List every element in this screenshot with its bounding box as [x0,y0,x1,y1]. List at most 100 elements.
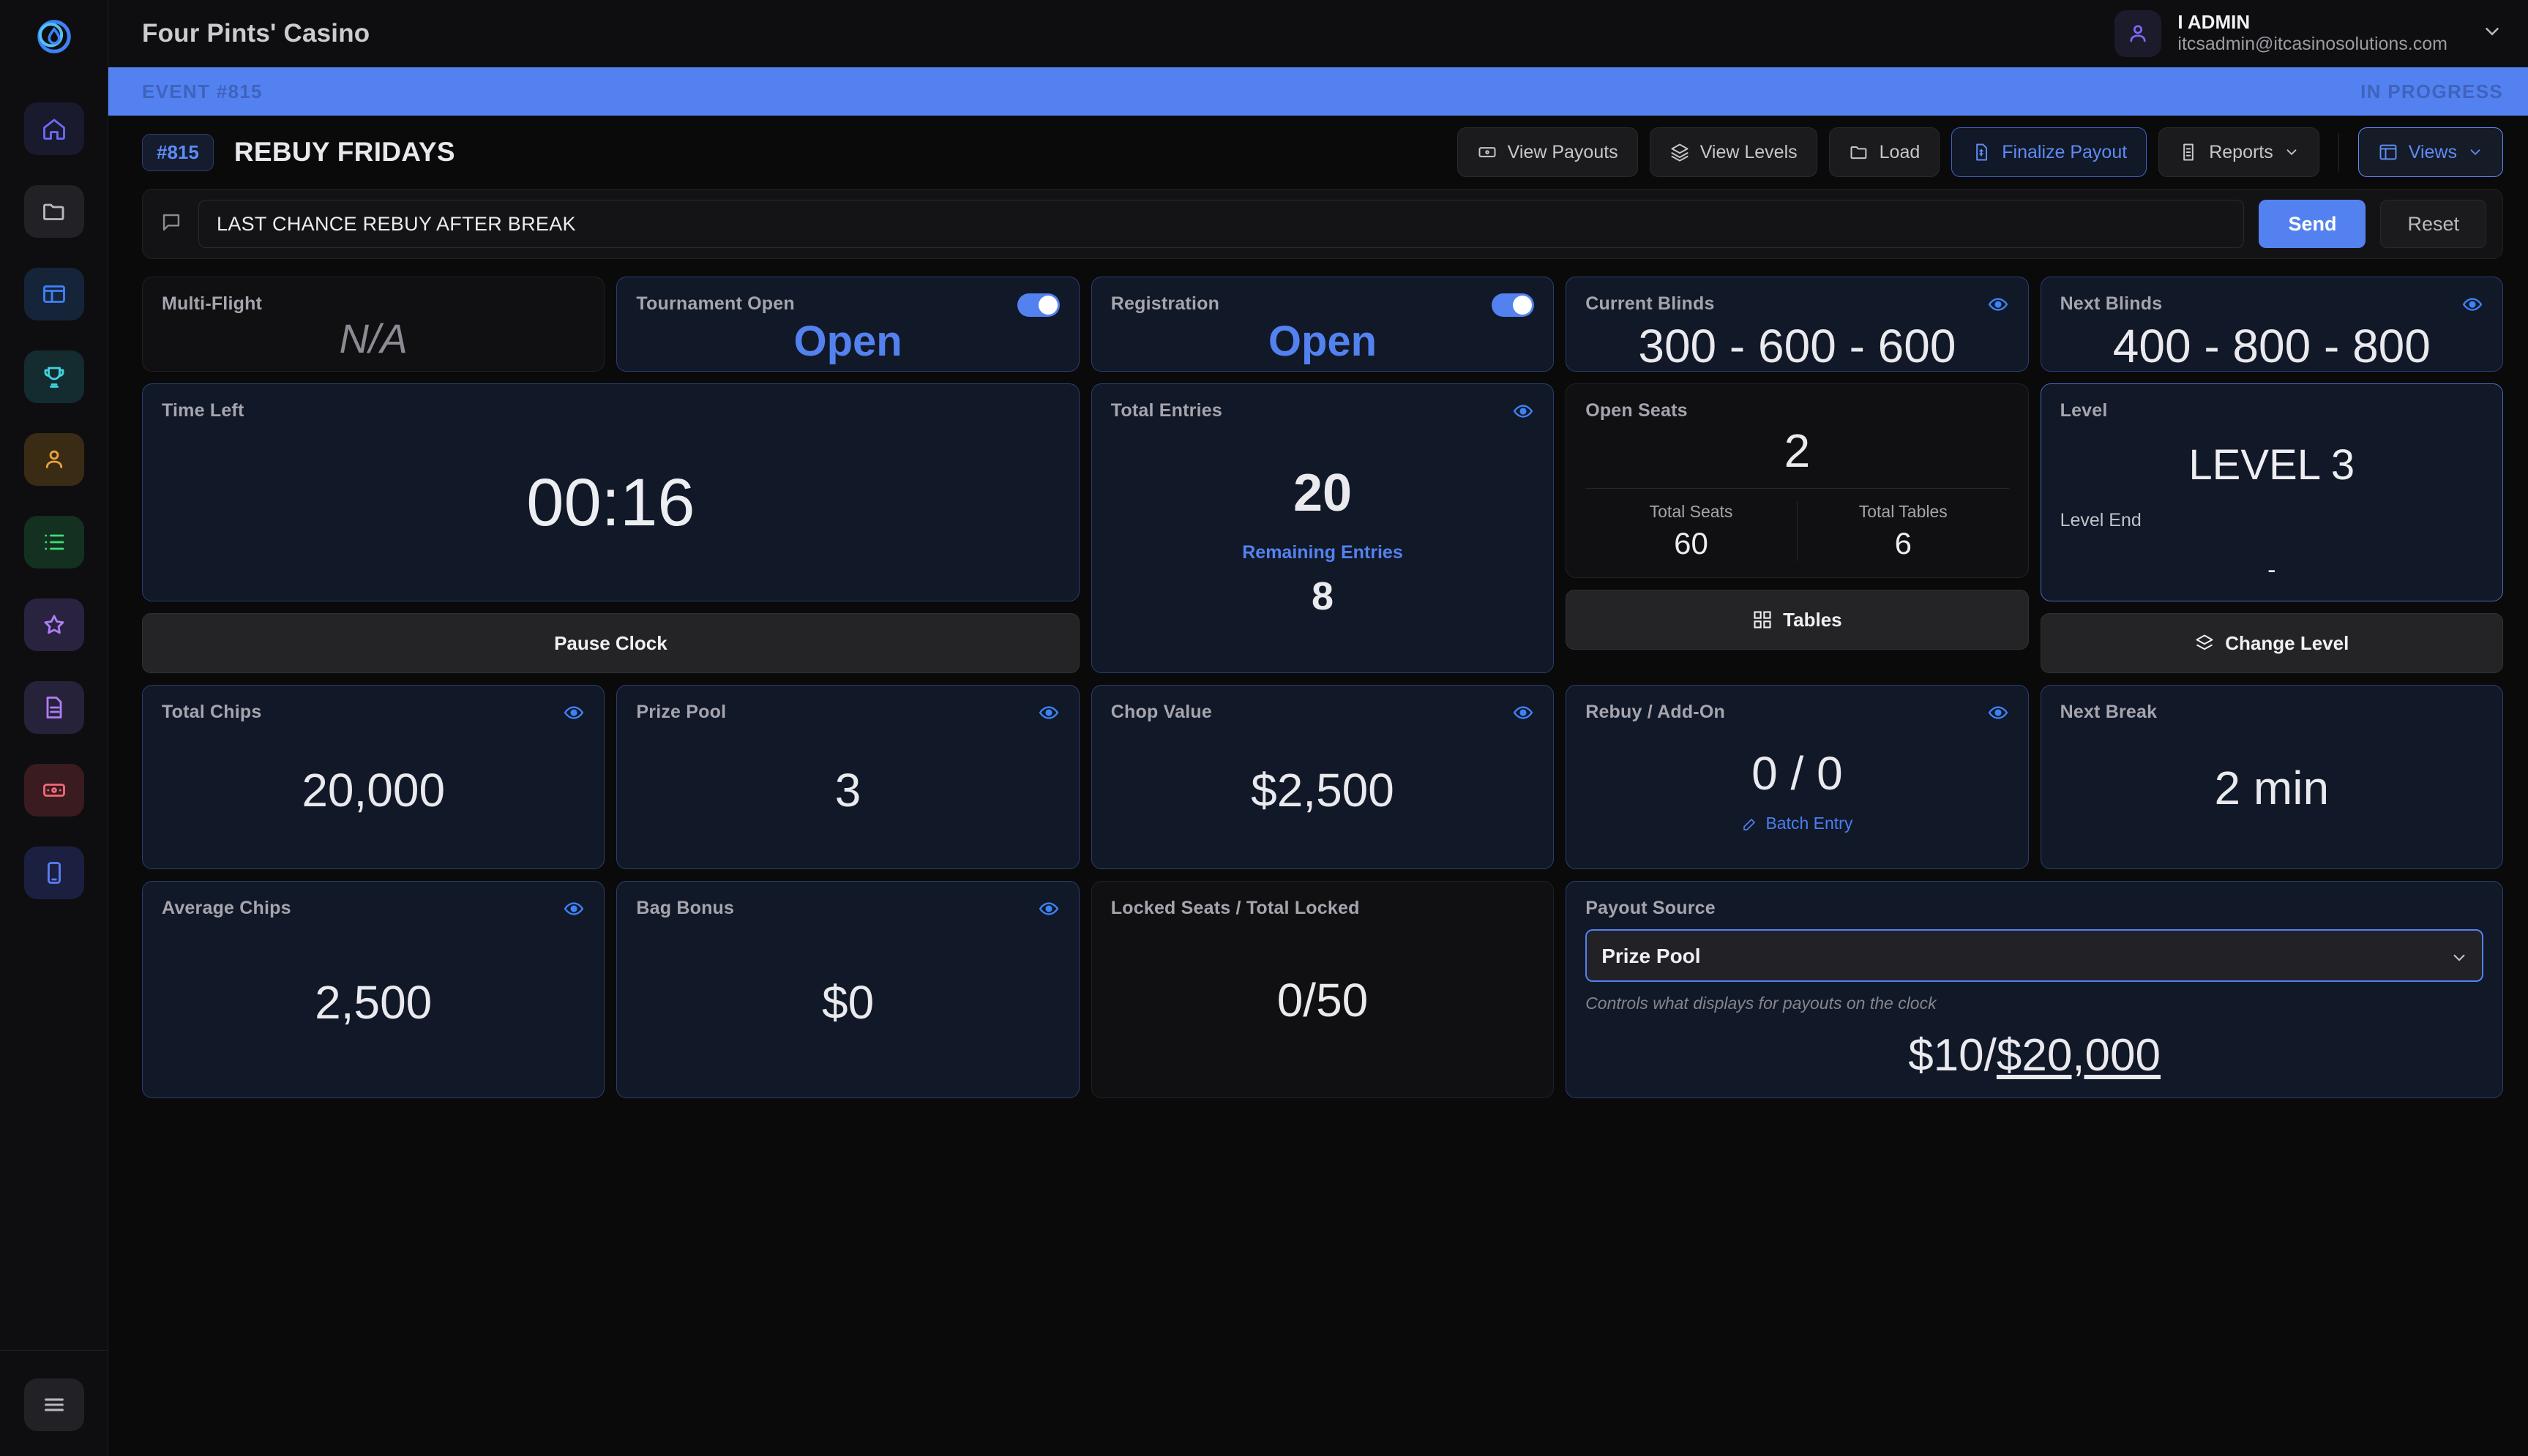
toolbar-buttons: View Payouts View Levels Load Finalize Payo… [1456,127,2503,177]
sidebar-item-home[interactable] [23,102,84,155]
level-value: LEVEL 3 [2188,441,2355,489]
current-blinds-value: 300 - 600 - 600 [1638,320,1956,372]
user-email: itcsadmin@itcasinosolutions.com [2177,34,2447,55]
card-label: Bag Bonus [636,898,735,918]
card-label: Total Entries [1110,400,1222,421]
eye-icon[interactable] [1038,702,1060,727]
chat-bubble-icon [159,210,184,239]
bag-bonus-value: $0 [822,976,875,1029]
eye-icon[interactable] [1512,702,1534,727]
total-seats-value: 60 [1674,526,1708,560]
eye-icon[interactable] [1987,293,2009,319]
card-current-blinds[interactable]: Current Blinds 300 - 600 - 600 [1566,277,2029,372]
event-bar: EVENT #815 IN PROGRESS [108,67,2528,116]
reports-button[interactable]: Reports [2158,127,2319,177]
reset-button[interactable]: Reset [2380,200,2486,248]
card-label: Locked Seats / Total Locked [1110,898,1360,918]
brand-logo[interactable] [0,0,108,73]
card-average-chips[interactable]: Average Chips 2,500 [142,881,605,1098]
card-registration[interactable]: Registration Open [1091,277,1555,372]
sidebar-item-cashier[interactable] [23,764,84,817]
remaining-entries-label: Remaining Entries [1242,542,1403,563]
sidebar-item-waitlist[interactable] [23,516,84,568]
eye-icon[interactable] [563,898,585,923]
view-levels-button[interactable]: View Levels [1649,127,1817,177]
tournament-open-toggle[interactable] [1017,293,1060,317]
eye-icon[interactable] [563,702,585,727]
eye-icon[interactable] [1987,702,2009,727]
send-button[interactable]: Send [2259,200,2366,248]
user-avatar-icon [2130,24,2146,42]
card-label: Total Chips [162,702,262,722]
button-label: Finalize Payout [2002,141,2128,162]
total-chips-value: 20,000 [302,763,446,817]
top-bar: Four Pints' Casino I ADMIN itcsadmin@itc… [108,0,2528,67]
edit-icon [1743,818,1756,830]
pause-clock-label: Pause Clock [554,631,667,654]
card-locked-seats[interactable]: Locked Seats / Total Locked 0/50 [1091,881,1555,1098]
total-entries-value: 20 [1293,464,1353,522]
total-seats-block: Total Seats 60 [1585,502,1797,561]
eye-icon[interactable] [2461,293,2483,319]
locked-seats-value: 0/50 [1276,974,1369,1027]
card-level[interactable]: Level LEVEL 3 Level End - [2040,383,2503,601]
level-end-value: - [2267,556,2276,584]
card-label: Chop Value [1110,702,1212,722]
layers-icon [1671,143,1689,162]
card-total-chips[interactable]: Total Chips 20,000 [142,685,605,869]
payout-amount: $10/$20,000 [1585,1029,2483,1081]
card-time-left[interactable]: Time Left 00:16 [142,383,1080,601]
card-open-seats[interactable]: Open Seats 2 Total Seats 60 Total Tables… [1566,383,2029,578]
change-level-label: Change Level [2225,631,2349,654]
chop-value-value: $2,500 [1251,763,1394,817]
card-next-blinds[interactable]: Next Blinds 400 - 800 - 800 [2040,277,2503,372]
finalize-payout-button[interactable]: Finalize Payout [1951,127,2147,177]
view-payouts-button[interactable]: View Payouts [1456,127,1638,177]
user-menu[interactable]: I ADMIN itcsadmin@itcasinosolutions.com [2114,10,2503,57]
eye-icon[interactable] [1512,400,1534,426]
folder-icon [1850,146,1866,160]
message-input[interactable] [198,200,2245,248]
card-prize-pool[interactable]: Prize Pool 3 [616,685,1080,869]
user-name: I ADMIN [2177,11,2251,34]
card-label: Payout Source [1585,898,1716,918]
sidebar-item-files[interactable] [23,185,84,238]
card-bag-bonus[interactable]: Bag Bonus $0 [616,881,1080,1098]
eye-icon[interactable] [1038,898,1060,923]
payout-source-select-wrap: Prize Pool [1585,929,2483,982]
card-label: Time Left [162,400,244,421]
pause-clock-button[interactable]: Pause Clock [142,613,1080,673]
card-tournament-open[interactable]: Tournament Open Open [616,277,1080,372]
card-next-break[interactable]: Next Break 2 min [2040,685,2503,869]
views-button[interactable]: Views [2357,127,2503,177]
button-label: Reports [2209,141,2273,162]
sidebar-item-devices[interactable] [23,847,84,899]
sidebar-nav [23,102,84,1350]
card-chop-value[interactable]: Chop Value $2,500 [1091,685,1555,869]
card-label: Rebuy / Add-On [1585,702,1725,722]
card-rebuy-addon[interactable]: Rebuy / Add-On 0 / 0 Batch Entry [1566,685,2029,869]
droplet-circle-logo-icon [37,20,71,53]
change-level-button[interactable]: Change Level [2040,613,2503,673]
sidebar-item-dashboard[interactable] [23,268,84,320]
tournament-id-badge: #815 [142,133,214,171]
seats-split: Total Seats 60 Total Tables 6 [1585,488,2009,561]
load-button[interactable]: Load [1828,127,1940,177]
tables-button[interactable]: Tables [1566,590,2029,650]
average-chips-value: 2,500 [315,976,433,1029]
list-icon [44,534,64,550]
sidebar-item-reports[interactable] [23,681,84,734]
chevron-down-icon [2286,149,2297,156]
sidebar-item-players[interactable] [23,433,84,486]
registration-toggle[interactable] [1492,293,1535,317]
total-tables-value: 6 [1894,526,1912,560]
event-id: EVENT #815 [142,80,263,102]
sidebar-item-promotions[interactable] [23,598,84,651]
sidebar-item-tournaments[interactable] [23,350,84,403]
views-grid-icon [2379,144,2397,160]
batch-entry-button[interactable]: Batch Entry [1741,814,1852,833]
payout-source-select[interactable]: Prize Pool [1585,929,2483,982]
card-total-entries[interactable]: Total Entries 20 Remaining Entries 8 [1091,383,1555,673]
card-multi-flight[interactable]: Multi-Flight N/A [142,277,605,372]
hamburger-menu-button[interactable] [23,1378,84,1431]
